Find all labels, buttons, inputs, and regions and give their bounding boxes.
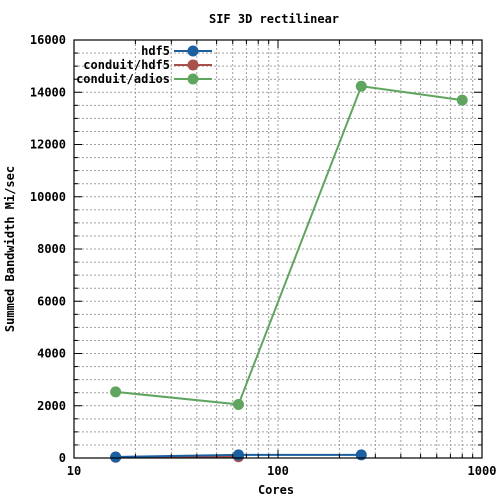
data-point-conduit-adios bbox=[110, 386, 122, 398]
y-tick-label: 12000 bbox=[30, 138, 66, 152]
y-tick-label: 2000 bbox=[37, 399, 66, 413]
legend-label-hdf5: hdf5 bbox=[141, 44, 170, 58]
chart-title: SIF 3D rectilinear bbox=[209, 12, 339, 26]
data-point-hdf5 bbox=[110, 451, 122, 463]
y-tick-label: 4000 bbox=[37, 347, 66, 361]
y-tick-label: 10000 bbox=[30, 190, 66, 204]
series-line-conduit-adios bbox=[115, 85, 463, 406]
x-tick-label: 10 bbox=[67, 464, 81, 478]
legend-marker-conduit-adios bbox=[187, 73, 199, 85]
data-point-conduit-adios bbox=[355, 80, 367, 92]
x-tick-label: 100 bbox=[267, 464, 289, 478]
legend-marker-hdf5 bbox=[187, 45, 199, 57]
legend-label-conduit-adios: conduit/adios bbox=[76, 72, 170, 86]
data-point-hdf5 bbox=[232, 449, 244, 461]
y-axis-label: Summed Bandwidth Mi/sec bbox=[3, 166, 17, 332]
y-tick-label: 6000 bbox=[37, 294, 66, 308]
legend-marker-conduit-hdf5 bbox=[187, 59, 199, 71]
data-point-hdf5 bbox=[355, 449, 367, 461]
plot-series bbox=[110, 80, 468, 463]
grid bbox=[74, 40, 482, 458]
y-tick-label: 8000 bbox=[37, 242, 66, 256]
y-tick-label: 0 bbox=[59, 451, 66, 465]
x-tick-label: 1000 bbox=[468, 464, 497, 478]
data-point-conduit-adios bbox=[456, 94, 468, 106]
data-point-conduit-adios bbox=[232, 398, 244, 410]
x-axis-label: Cores bbox=[258, 483, 294, 497]
legend-label-conduit-hdf5: conduit/hdf5 bbox=[83, 58, 170, 72]
y-tick-label: 16000 bbox=[30, 33, 66, 47]
y-tick-label: 14000 bbox=[30, 85, 66, 99]
axis-ticks: 0 2000 4000 6000 8000 10000 12000 14000 16000 10 1… bbox=[30, 33, 497, 478]
